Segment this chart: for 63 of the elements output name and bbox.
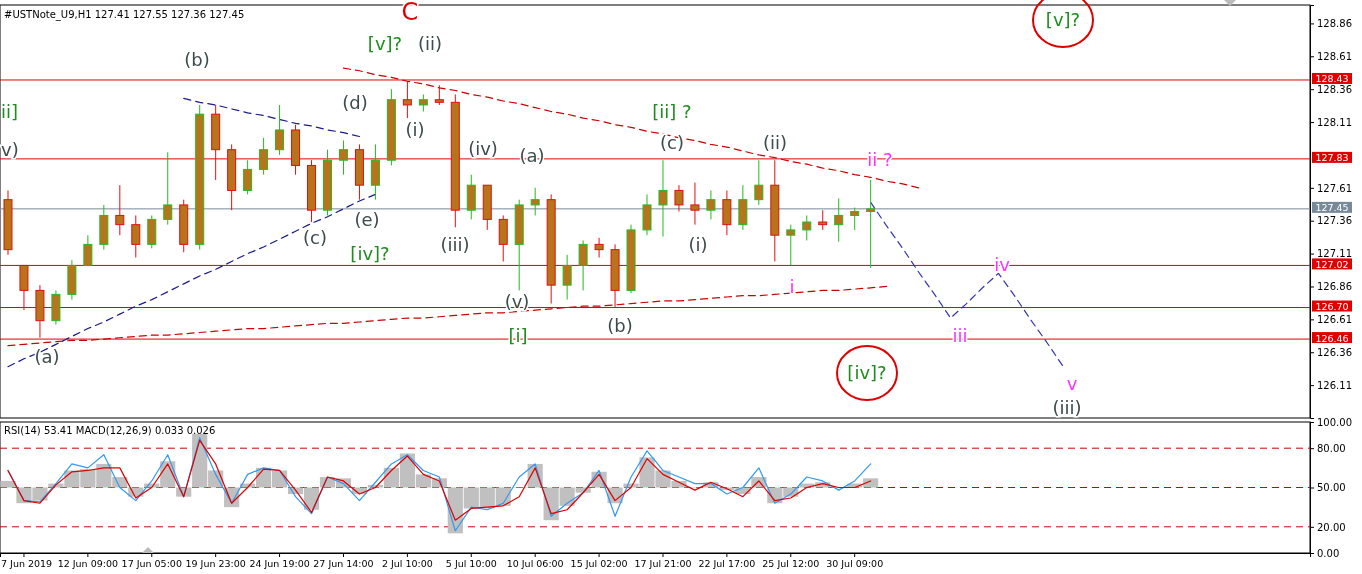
ref-line-label: 126.46 xyxy=(1315,332,1349,344)
annotation: (iii) xyxy=(1052,397,1082,419)
annotation: C xyxy=(401,0,419,27)
x-tick-label: 10 Jul 06:00 xyxy=(506,557,564,569)
ref-line-label: 127.45 xyxy=(1315,202,1349,214)
y-tick-label: 128.86 xyxy=(1317,18,1352,30)
y-tick-label: 126.11 xyxy=(1317,379,1352,391)
annotation: [iv]? xyxy=(350,243,390,265)
y-tick-label: 128.36 xyxy=(1317,83,1352,95)
annotation: (iii) xyxy=(440,234,470,256)
x-tick-label: 30 Jul 09:00 xyxy=(826,557,884,569)
ref-line-label: 126.70 xyxy=(1315,301,1349,313)
y-tick-label: 128.11 xyxy=(1317,116,1352,128)
y-tick-label: 80.00 xyxy=(1317,442,1346,454)
x-tick-label: 27 Jun 14:00 xyxy=(313,557,374,569)
annotation: [ii] ? xyxy=(652,101,692,123)
annotation: ii] xyxy=(1,101,19,123)
y-tick-label: 100.00 xyxy=(1317,416,1352,428)
y-tick-label: 126.86 xyxy=(1317,281,1352,293)
annotation: (v) xyxy=(504,291,530,313)
y-tick-label: 20.00 xyxy=(1317,521,1346,533)
x-tick-label: 17 Jul 21:00 xyxy=(634,557,692,569)
annotation: i xyxy=(789,276,795,298)
annotation: [iv]? xyxy=(847,362,887,384)
annotation: (a) xyxy=(34,346,60,368)
y-tick-label: 127.61 xyxy=(1317,182,1352,194)
x-tick-label: 19 Jun 23:00 xyxy=(185,557,246,569)
ref-line-label: 127.83 xyxy=(1315,152,1349,164)
x-tick-label: 7 Jun 2019 xyxy=(1,557,53,569)
annotation: (ii) xyxy=(762,132,788,154)
y-tick-label: 50.00 xyxy=(1317,482,1346,494)
x-tick-label: 15 Jul 02:00 xyxy=(570,557,628,569)
x-tick-label: 5 Jul 10:00 xyxy=(445,557,497,569)
x-tick-label: 25 Jul 12:00 xyxy=(762,557,820,569)
ref-line-label: 127.02 xyxy=(1315,258,1349,270)
annotation: (c) xyxy=(303,227,327,249)
x-tick-label: 22 Jul 17:00 xyxy=(698,557,756,569)
chart-title: RSI(14) 53.41 MACD(12,26,9) 0.033 0.026 xyxy=(4,425,216,436)
y-tick-label: 127.36 xyxy=(1317,215,1352,227)
annotation: (e) xyxy=(354,209,380,231)
annotation: [v]? xyxy=(1045,9,1081,31)
x-tick-label: 2 Jul 10:00 xyxy=(381,557,433,569)
annotation: [v]? xyxy=(367,33,403,55)
annotation: (ii) xyxy=(417,33,443,55)
annotation: v xyxy=(1066,373,1078,395)
x-tick-label: 17 Jun 05:00 xyxy=(121,557,182,569)
ref-line-label: 128.43 xyxy=(1315,73,1349,85)
x-tick-label: 12 Jun 09:00 xyxy=(57,557,119,569)
annotation: (d) xyxy=(342,92,368,114)
chart-title: #USTNote_U9,H1 127.41 127.55 127.36 127.45 xyxy=(4,9,245,21)
y-tick-label: 0.00 xyxy=(1317,547,1340,559)
annotation: (c) xyxy=(660,132,684,154)
annotation: (iv) xyxy=(468,138,498,160)
annotation: (b) xyxy=(184,49,210,71)
y-tick-label: 128.61 xyxy=(1317,51,1352,62)
y-tick-label: 126.36 xyxy=(1317,346,1352,358)
annotation: (b) xyxy=(607,315,633,337)
y-tick-label: 126.61 xyxy=(1317,314,1352,326)
annotation: (i) xyxy=(405,119,425,141)
y-tick-label: 127.11 xyxy=(1317,248,1352,260)
annotation: v) xyxy=(1,139,19,161)
x-tick-label: 24 Jun 19:00 xyxy=(249,557,310,569)
annotation: (i) xyxy=(688,234,708,256)
